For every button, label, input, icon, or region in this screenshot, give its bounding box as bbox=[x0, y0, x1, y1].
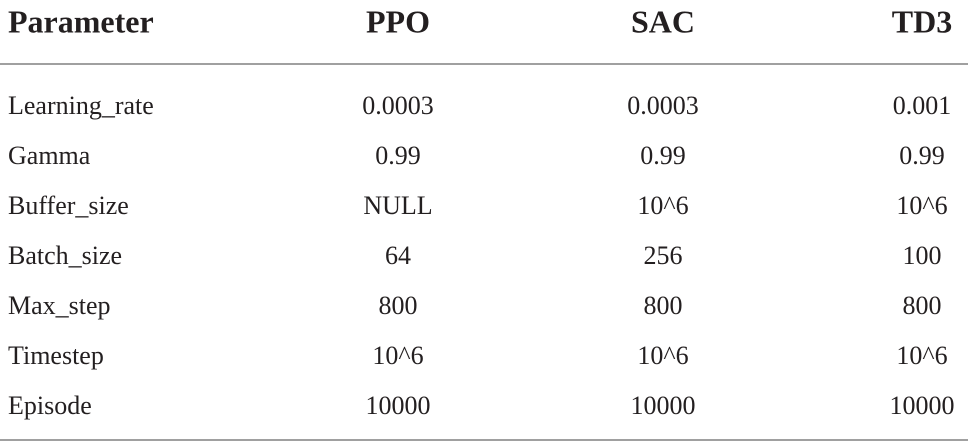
row-label: Gamma bbox=[8, 141, 91, 170]
table-cell: 0.0003 bbox=[627, 91, 699, 120]
row-label: Episode bbox=[8, 391, 92, 420]
table-cell: 10000 bbox=[630, 391, 696, 420]
row-label: Timestep bbox=[8, 341, 104, 370]
table-cell: 0.001 bbox=[892, 91, 952, 120]
table-cell: 0.0003 bbox=[362, 91, 434, 120]
column-header: SAC bbox=[630, 3, 696, 40]
table-cell: 10000 bbox=[365, 391, 431, 420]
table-cell: 0.99 bbox=[899, 141, 945, 170]
header-rule bbox=[0, 63, 968, 65]
row-label: Learning_rate bbox=[8, 91, 154, 120]
table-cell: 10^6 bbox=[637, 191, 689, 220]
table-cell: 0.99 bbox=[375, 141, 421, 170]
table-cell: 800 bbox=[378, 291, 418, 320]
row-label: Max_step bbox=[8, 291, 111, 320]
table-cell: 0.99 bbox=[640, 141, 686, 170]
bottom-rule bbox=[0, 439, 968, 441]
table-cell: 256 bbox=[643, 241, 683, 270]
table-cell: 100 bbox=[902, 241, 942, 270]
table-cell: 10^6 bbox=[637, 341, 689, 370]
table-cell: 10000 bbox=[889, 391, 955, 420]
table-cell: 800 bbox=[643, 291, 683, 320]
row-label: Batch_size bbox=[8, 241, 123, 270]
table-cell: 800 bbox=[902, 291, 942, 320]
table-cell: 64 bbox=[385, 241, 411, 270]
column-header: Parameter bbox=[8, 3, 154, 40]
table-cell: 10^6 bbox=[896, 341, 948, 370]
table-cell: 10^6 bbox=[372, 341, 424, 370]
column-header: PPO bbox=[366, 3, 430, 40]
table-cell: 10^6 bbox=[896, 191, 948, 220]
row-label: Buffer_size bbox=[8, 191, 129, 220]
column-header: TD3 bbox=[891, 3, 953, 40]
table-cell: NULL bbox=[363, 191, 433, 220]
